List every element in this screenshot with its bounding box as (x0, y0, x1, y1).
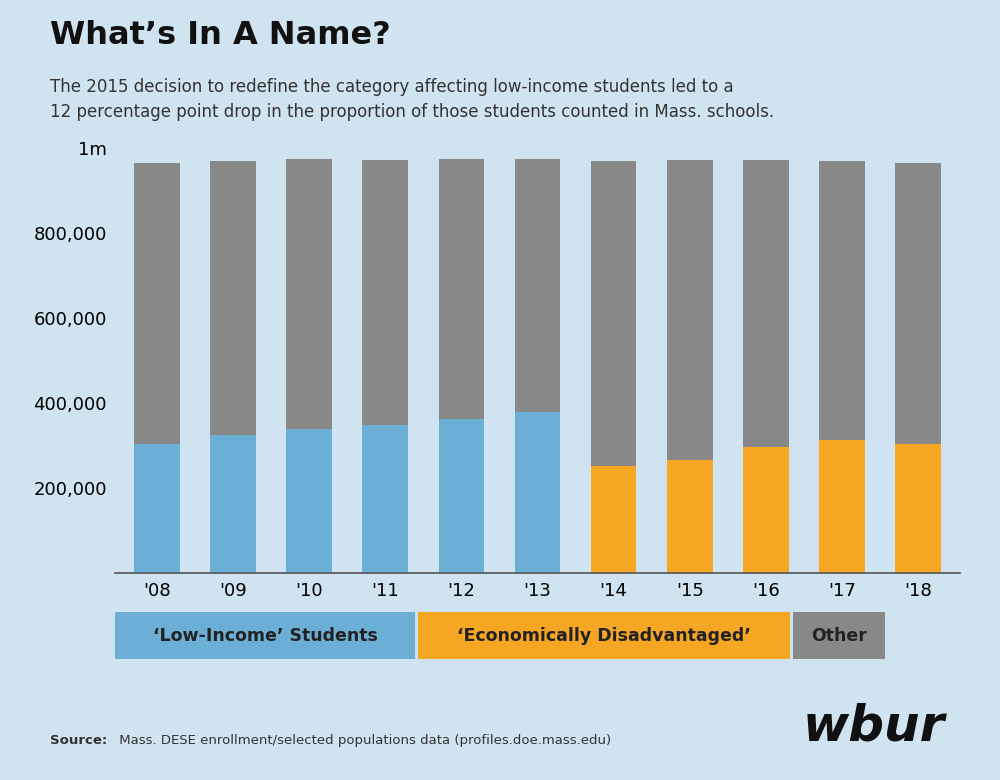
Bar (134, 163, 180, 444)
Bar (667, 459, 713, 573)
Bar (743, 160, 789, 447)
Bar (743, 447, 789, 573)
Text: wbur: wbur (803, 702, 945, 750)
Bar (362, 160, 408, 424)
Bar (667, 160, 713, 459)
Text: Source:: Source: (50, 734, 107, 747)
Bar (134, 444, 180, 573)
Bar (210, 161, 256, 435)
Bar (439, 159, 484, 420)
Bar (286, 429, 332, 573)
Bar (210, 435, 256, 573)
Bar (515, 159, 560, 412)
Bar (591, 466, 636, 573)
Text: What’s In A Name?: What’s In A Name? (50, 20, 391, 51)
Bar (362, 424, 408, 573)
Bar (591, 161, 636, 466)
Bar (819, 440, 865, 573)
Bar (895, 444, 941, 573)
Text: The 2015 decision to redefine the category affecting low-income students led to : The 2015 decision to redefine the catego… (50, 78, 734, 96)
Text: 12 percentage point drop in the proportion of those students counted in Mass. sc: 12 percentage point drop in the proporti… (50, 103, 774, 121)
Bar (819, 161, 865, 440)
Bar (515, 412, 560, 573)
Text: ‘Economically Disadvantaged’: ‘Economically Disadvantaged’ (457, 626, 751, 645)
Bar (439, 420, 484, 573)
Bar (286, 159, 332, 429)
Text: Other: Other (811, 626, 867, 645)
Bar (895, 163, 941, 444)
Text: Mass. DESE enrollment/selected populations data (profiles.doe.mass.edu): Mass. DESE enrollment/selected populatio… (115, 734, 611, 747)
Text: ‘Low-Income’ Students: ‘Low-Income’ Students (153, 626, 377, 645)
